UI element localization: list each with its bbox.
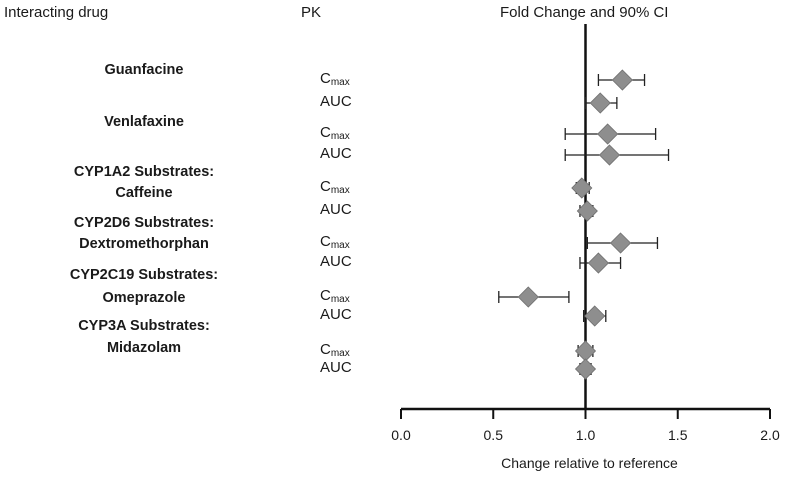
x-axis-title: Change relative to reference [501,455,678,471]
estimate-diamond-3-0 [609,232,632,254]
x-tick-label-2: 1.0 [576,427,596,443]
pk-label-sub: max [330,240,350,251]
pk-label-sub: max [330,294,350,305]
estimate-diamond-0-1 [589,92,611,114]
x-tick-label-0: 0.0 [391,427,411,443]
x-tick-label-4: 2.0 [760,427,780,443]
pk-label-4-0: Cmax [320,287,350,305]
estimate-diamond-4-1 [584,305,606,327]
pk-label-main: C [320,178,331,195]
pk-label-4-1: AUC [320,306,352,323]
drug-label-0-0: Guanfacine [104,62,184,78]
header-interacting-drug: Interacting drug [4,4,109,21]
drug-label-3-0: CYP2D6 Substrates: [73,215,215,231]
pk-label-sub: max [330,185,350,196]
estimate-diamond-1-1 [598,144,621,166]
drug-label-4-1: Omeprazole [102,290,186,306]
drug-label-5-0: CYP3A Substrates: [78,318,210,334]
pk-label-main: C [320,287,331,304]
pk-label-1-0: Cmax [320,124,350,142]
drug-label-2-0: CYP1A2 Substrates: [73,164,215,180]
pk-label-3-1: AUC [320,253,352,270]
pk-label-main: AUC [320,201,352,218]
pk-label-0-0: Cmax [320,70,350,88]
pk-label-3-0: Cmax [320,233,350,251]
header-pk: PK [301,4,322,21]
estimate-diamond-0-0 [611,69,633,91]
pk-label-1-1: AUC [320,145,352,162]
pk-label-main: AUC [320,306,352,323]
estimate-diamond-5-1 [574,358,597,380]
pk-label-main: AUC [320,145,352,162]
pk-label-2-1: AUC [320,201,352,218]
pk-label-main: C [320,341,331,358]
pk-label-sub: max [330,77,350,88]
pk-label-main: AUC [320,359,352,376]
pk-label-main: C [320,233,331,250]
pk-label-2-0: Cmax [320,178,350,196]
pk-label-main: C [320,70,331,87]
drug-label-5-1: Midazolam [106,340,182,356]
pk-label-5-1: AUC [320,359,352,376]
x-tick-label-3: 1.5 [668,427,688,443]
estimate-diamond-4-0 [517,286,539,308]
pk-label-main: C [320,124,331,141]
estimate-diamond-2-0 [571,177,593,199]
header-fold-change: Fold Change and 90% CI [500,4,669,21]
drug-label-3-1: Dextromethorphan [79,236,209,252]
estimate-diamond-3-1 [587,252,609,274]
pk-label-0-1: AUC [320,93,352,110]
drug-label-2-1: Caffeine [115,185,173,201]
x-tick-label-1: 0.5 [484,427,504,443]
drug-label-1-0: Venlafaxine [104,114,184,130]
pk-label-sub: max [330,348,350,359]
estimate-diamond-2-1 [576,200,598,222]
pk-label-5-0: Cmax [320,341,350,359]
drug-label-4-0: CYP2C19 Substrates: [69,267,219,283]
estimate-diamond-1-0 [597,123,619,145]
pk-label-main: AUC [320,93,352,110]
pk-label-main: AUC [320,253,352,270]
pk-label-sub: max [330,131,350,142]
estimate-diamond-5-0 [574,340,597,362]
